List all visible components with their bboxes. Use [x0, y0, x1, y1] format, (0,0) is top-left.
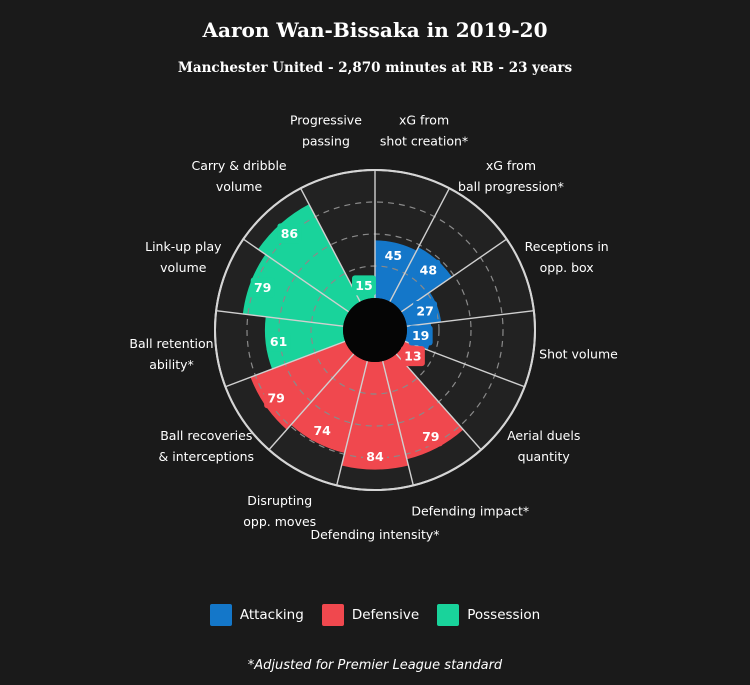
spoke-5: [395, 353, 482, 451]
value-label-bg-6: [363, 446, 387, 467]
legend-swatch-possession: [437, 604, 460, 626]
outer-ring: [214, 169, 536, 491]
category-label-1-line-0: xG from: [486, 158, 536, 173]
value-label-4: 13: [404, 349, 421, 364]
category-label-0-line-0: xG from: [399, 112, 449, 127]
category-label-11-line-1: volume: [216, 179, 263, 194]
value-label-bg-3: [408, 325, 433, 346]
bar-6: [341, 361, 409, 470]
category-label-5-line-0: Defending impact*: [411, 504, 529, 519]
category-label-7-line-0: Disrupting: [247, 493, 312, 508]
value-label-bg-5: [418, 426, 443, 447]
category-label-4-line-1: quantity: [518, 449, 571, 464]
category-label-2-line-1: opp. box: [540, 260, 594, 275]
value-label-12: 15: [355, 278, 372, 293]
bar-9: [264, 316, 346, 370]
category-label-3-line-0: Shot volume: [539, 347, 618, 362]
value-label-9: 61: [270, 334, 287, 349]
value-label-10: 79: [254, 280, 271, 295]
value-label-bg-10: [250, 277, 275, 298]
spoke-2: [400, 238, 508, 313]
value-label-bg-11: [277, 223, 302, 244]
footnote: *Adjusted for Premier League standard: [247, 658, 503, 673]
value-label-bg-8: [264, 388, 289, 409]
spoke-4: [404, 340, 525, 388]
bar-5: [382, 353, 464, 460]
category-label-1-line-1: ball progression*: [458, 179, 564, 194]
category-label-9-line-1: ability*: [149, 357, 194, 372]
category-label-7-line-1: opp. moves: [243, 514, 316, 529]
value-label-bg-12: [351, 275, 376, 296]
value-label-1: 48: [420, 262, 437, 277]
spoke-6: [381, 360, 414, 486]
value-label-bg-1: [416, 259, 441, 280]
center-hole: [343, 298, 407, 362]
category-label-11-line-0: Carry & dribble: [191, 158, 286, 173]
category-label-8-line-0: Ball recoveries: [160, 428, 252, 443]
category-label-12-line-1: passing: [302, 133, 350, 148]
value-label-8: 79: [267, 391, 284, 406]
value-label-6: 84: [366, 449, 384, 464]
spoke-9: [225, 340, 346, 388]
category-label-12-line-0: Progressive: [290, 112, 362, 127]
legend: Attacking Defensive Possession: [0, 604, 750, 626]
value-label-0: 45: [385, 248, 402, 263]
spoke-11: [242, 238, 350, 313]
category-label-6-line-0: Defending intensity*: [310, 527, 439, 542]
spoke-8: [268, 353, 355, 451]
spoke-3: [406, 310, 534, 327]
legend-item-possession: Possession: [437, 604, 540, 626]
spoke-12: [300, 188, 361, 302]
legend-item-defensive: Defensive: [321, 604, 420, 626]
legend-swatch-attacking: [209, 604, 232, 626]
category-label-4-line-0: Aerial duels: [507, 428, 580, 443]
value-label-2: 27: [416, 304, 433, 319]
legend-label-defensive: Defensive: [351, 607, 420, 623]
spoke-7: [336, 360, 369, 486]
category-label-9-line-0: Ball retention: [129, 336, 213, 351]
spoke-1: [389, 188, 450, 302]
category-label-0-line-1: shot creation*: [380, 133, 468, 148]
legend-swatch-defensive: [321, 604, 344, 626]
value-label-bg-2: [413, 301, 438, 322]
spoke-10: [216, 310, 344, 327]
chart-subtitle: Manchester United - 2,870 minutes at RB …: [177, 60, 573, 76]
value-label-bg-0: [381, 245, 406, 266]
category-label-10-line-1: volume: [160, 260, 207, 275]
bar-10: [242, 254, 349, 327]
value-label-7: 74: [313, 423, 331, 438]
value-label-3: 19: [412, 328, 429, 343]
bar-7: [290, 353, 368, 454]
legend-label-attacking: Attacking: [239, 607, 304, 623]
category-label-2-line-0: Receptions in: [525, 239, 609, 254]
value-label-bg-7: [310, 420, 335, 441]
legend-label-possession: Possession: [467, 607, 541, 623]
value-label-5: 79: [422, 429, 439, 444]
chart-title: Aaron Wan-Bissaka in 2019-20: [202, 18, 548, 42]
value-label-bg-4: [400, 346, 425, 367]
value-label-bg-9: [266, 331, 291, 352]
category-label-10-line-0: Link-up play: [145, 239, 222, 254]
value-label-11: 86: [281, 226, 299, 241]
legend-item-attacking: Attacking: [209, 604, 304, 626]
category-label-8-line-1: & interceptions: [159, 449, 255, 464]
